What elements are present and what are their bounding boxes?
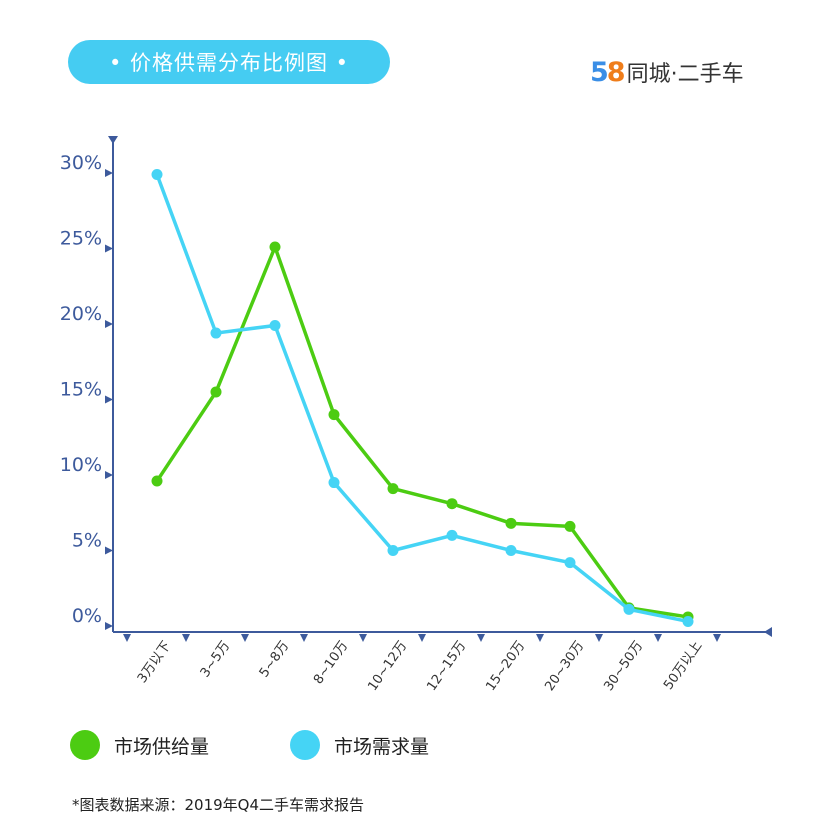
y-tick-label: 0% — [72, 605, 102, 627]
chart-title-pill: • 价格供需分布比例图 • — [68, 40, 390, 84]
demand-data-point — [269, 320, 281, 332]
legend-demand-label: 市场需求量 — [334, 735, 430, 758]
demand-series-line — [155, 172, 690, 624]
x-tick-mark — [713, 634, 721, 642]
y-tick-mark — [105, 320, 113, 328]
x-tick-mark — [241, 634, 249, 642]
x-tick-mark — [300, 634, 308, 642]
demand-data-point — [446, 529, 458, 541]
demand-data-point — [564, 557, 576, 569]
y-tick-label: 25% — [60, 228, 102, 250]
x-tick-label: 3~5万 — [198, 639, 233, 681]
x-tick-label: 15~20万 — [483, 639, 528, 694]
y-axis-arrow — [108, 136, 118, 144]
y-tick-label: 15% — [60, 379, 102, 401]
x-tick-label: 12~15万 — [424, 639, 469, 694]
x-tick-label: 5~8万 — [257, 639, 292, 681]
x-tick-mark — [536, 634, 544, 642]
y-tick-mark — [105, 395, 113, 404]
x-tick-label: 3万以下 — [135, 639, 174, 686]
x-tick-mark — [359, 634, 367, 642]
brand-logo: 5 8 同城·二手车 — [590, 55, 744, 89]
demand-data-point — [328, 477, 340, 489]
y-tick-mark — [105, 244, 113, 253]
x-tick-mark — [182, 634, 190, 642]
x-tick-label: 8~10万 — [311, 639, 351, 688]
supply-data-point — [269, 241, 281, 253]
y-tick-label: 20% — [60, 303, 102, 325]
line-chart: 0% 5% 10% 15% 20% 25% 30% 3万以下 3~5万 5~8万 8~10万 10~1… — [60, 136, 772, 694]
y-tick-mark — [105, 622, 113, 630]
y-tick-label: 5% — [72, 530, 102, 552]
demand-data-point — [623, 603, 635, 615]
legend-supply-dot — [70, 730, 100, 760]
supply-data-point — [387, 483, 399, 495]
y-tick-label: 10% — [60, 454, 102, 476]
demand-data-point — [682, 615, 694, 627]
x-tick-mark — [477, 634, 485, 642]
legend-demand: 市场需求量 — [290, 730, 429, 760]
x-axis-arrow — [764, 627, 772, 637]
data-source-footnote: *图表数据来源：2019年Q4二手车需求报告 — [72, 796, 365, 814]
supply-data-point — [151, 475, 163, 487]
x-tick-label: 20~30万 — [542, 639, 587, 694]
x-tick-mark — [418, 634, 426, 642]
supply-series-line — [155, 245, 690, 619]
demand-data-point — [151, 169, 163, 181]
y-tick-label: 30% — [60, 152, 102, 174]
logo-digit-5: 5 — [590, 56, 609, 88]
logo-digit-8: 8 — [606, 56, 626, 88]
y-tick-mark — [105, 169, 113, 177]
x-tick-label: 50万以上 — [661, 639, 705, 693]
x-tick-label: 30~50万 — [601, 639, 646, 694]
demand-data-point — [210, 327, 222, 339]
supply-data-point — [328, 409, 340, 421]
x-tick-mark — [123, 634, 131, 642]
x-tick-label: 10~12万 — [365, 639, 410, 694]
chart-title: • 价格供需分布比例图 • — [108, 51, 350, 75]
x-tick-mark — [654, 634, 662, 642]
supply-data-point — [505, 517, 517, 529]
supply-data-point — [210, 386, 222, 398]
legend-supply: 市场供给量 — [70, 730, 209, 760]
legend-supply-label: 市场供给量 — [114, 735, 210, 758]
logo-text: 同城·二手车 — [626, 62, 744, 87]
demand-data-point — [387, 545, 399, 556]
y-tick-mark — [105, 471, 113, 479]
legend-demand-dot — [290, 730, 320, 760]
x-tick-mark — [595, 634, 603, 642]
supply-data-point — [446, 498, 458, 510]
supply-data-point — [564, 520, 576, 532]
demand-data-point — [505, 545, 517, 556]
y-tick-mark — [105, 546, 113, 555]
